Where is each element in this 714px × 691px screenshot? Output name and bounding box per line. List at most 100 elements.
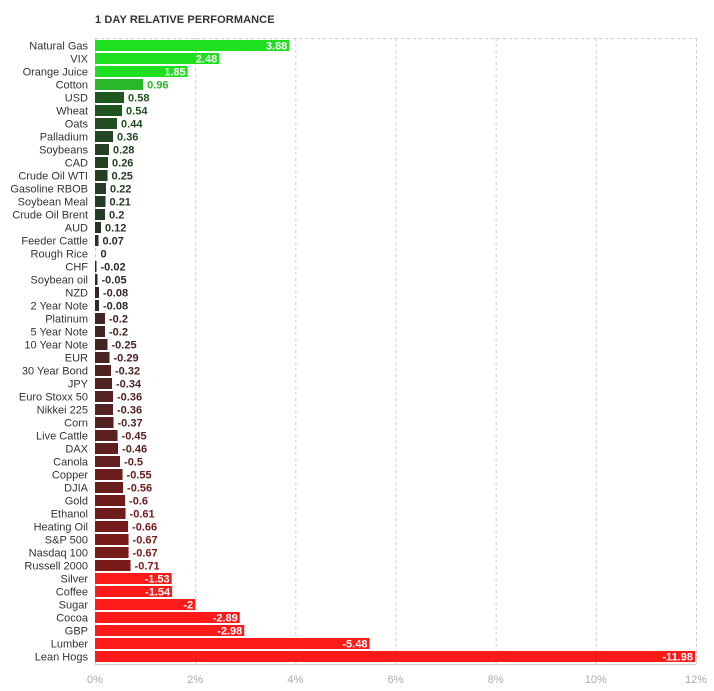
category-label: AUD	[65, 223, 88, 235]
category-label: Russell 2000	[24, 561, 88, 573]
bar	[95, 482, 124, 493]
bar	[95, 300, 100, 311]
bar	[95, 495, 126, 506]
bar	[95, 157, 109, 168]
value-label: -0.67	[133, 548, 158, 560]
value-label: -0.71	[135, 561, 160, 573]
bar	[95, 196, 106, 207]
value-label: -0.36	[117, 392, 142, 404]
category-label: Live Cattle	[36, 431, 88, 443]
category-label: Lumber	[51, 639, 89, 651]
bar	[95, 352, 110, 363]
bar	[95, 105, 123, 116]
category-label: Canola	[53, 457, 89, 469]
value-label: 3.88	[266, 41, 287, 53]
value-label: -1.53	[145, 574, 170, 586]
category-label: Nikkei 225	[37, 405, 88, 417]
bars-group	[95, 40, 695, 662]
bar	[95, 508, 126, 519]
value-label: 0.2	[109, 210, 124, 222]
category-label: Silver	[60, 574, 88, 586]
x-tick-label: 4%	[287, 674, 303, 686]
bar	[95, 443, 119, 454]
x-tick-label: 0%	[87, 674, 103, 686]
value-label: -0.37	[118, 418, 143, 430]
category-label: Euro Stoxx 50	[19, 392, 88, 404]
x-tick-label: 8%	[488, 674, 504, 686]
bar	[95, 235, 99, 246]
bar	[95, 391, 114, 402]
category-label: Soybean oil	[31, 275, 89, 287]
value-label: -0.2	[109, 327, 128, 339]
value-label: -0.55	[127, 470, 152, 482]
bar	[95, 625, 245, 636]
x-tick-label: 2%	[187, 674, 203, 686]
category-label: Cocoa	[56, 613, 89, 625]
value-label: -0.56	[127, 483, 152, 495]
bar	[95, 417, 114, 428]
value-label: 0.28	[113, 145, 134, 157]
bar	[95, 92, 125, 103]
category-label: S&P 500	[45, 535, 88, 547]
bar	[95, 222, 102, 233]
value-label: 0.96	[147, 80, 168, 92]
category-label: Copper	[52, 470, 88, 482]
value-label: -0.67	[133, 535, 158, 547]
bar	[95, 274, 98, 285]
category-label: Soybeans	[39, 145, 88, 157]
category-label: Sugar	[59, 600, 89, 612]
category-label: Crude Oil WTI	[18, 171, 88, 183]
value-label: 0	[101, 249, 107, 261]
bar	[95, 586, 173, 597]
category-label: Platinum	[45, 314, 88, 326]
value-label: -0.46	[122, 444, 147, 456]
category-label: Heating Oil	[34, 522, 88, 534]
bar	[95, 144, 110, 155]
x-tick-label: 10%	[585, 674, 607, 686]
value-label: 0.58	[128, 93, 149, 105]
category-label: JPY	[68, 379, 89, 391]
category-label: Cotton	[56, 80, 88, 92]
value-label: -2	[183, 600, 193, 612]
bar	[95, 183, 107, 194]
category-label: 2 Year Note	[31, 301, 89, 313]
bar	[95, 287, 100, 298]
gridlines	[95, 38, 697, 665]
labels-group: Natural Gas 3.88 VIX 2.48 Orange Juice 1.85 Co…	[10, 41, 693, 664]
category-label: USD	[65, 93, 88, 105]
category-label: Ethanol	[51, 509, 88, 521]
value-label: 0.44	[121, 119, 143, 131]
bar	[95, 599, 196, 610]
category-label: DJIA	[64, 483, 89, 495]
category-label: Wheat	[56, 106, 88, 118]
category-label: Feeder Cattle	[21, 236, 88, 248]
bar	[95, 53, 220, 64]
bar	[95, 651, 695, 662]
category-label: CAD	[65, 158, 88, 170]
category-label: VIX	[70, 54, 88, 66]
value-label: 0.21	[110, 197, 131, 209]
value-label: -0.25	[112, 340, 137, 352]
bar	[95, 261, 97, 272]
bar	[95, 404, 114, 415]
value-label: -5.48	[342, 639, 367, 651]
category-label: NZD	[65, 288, 88, 300]
bar	[95, 131, 114, 142]
value-label: 0.26	[112, 158, 133, 170]
x-tick-label: 12%	[685, 674, 707, 686]
bar	[95, 66, 188, 77]
bar	[95, 560, 131, 571]
value-label: -0.6	[129, 496, 148, 508]
value-label: -2.98	[217, 626, 242, 638]
category-label: Crude Oil Brent	[12, 210, 88, 222]
value-label: 1.85	[164, 67, 185, 79]
bar	[95, 378, 113, 389]
bar	[95, 40, 290, 51]
value-label: 2.48	[196, 54, 217, 66]
value-label: -0.5	[124, 457, 143, 469]
x-tick-label: 6%	[388, 674, 404, 686]
value-label: -0.29	[114, 353, 139, 365]
x-axis-ticks: 0% 2% 4% 6% 8% 10% 12%	[87, 674, 707, 686]
value-label: -0.08	[103, 301, 128, 313]
